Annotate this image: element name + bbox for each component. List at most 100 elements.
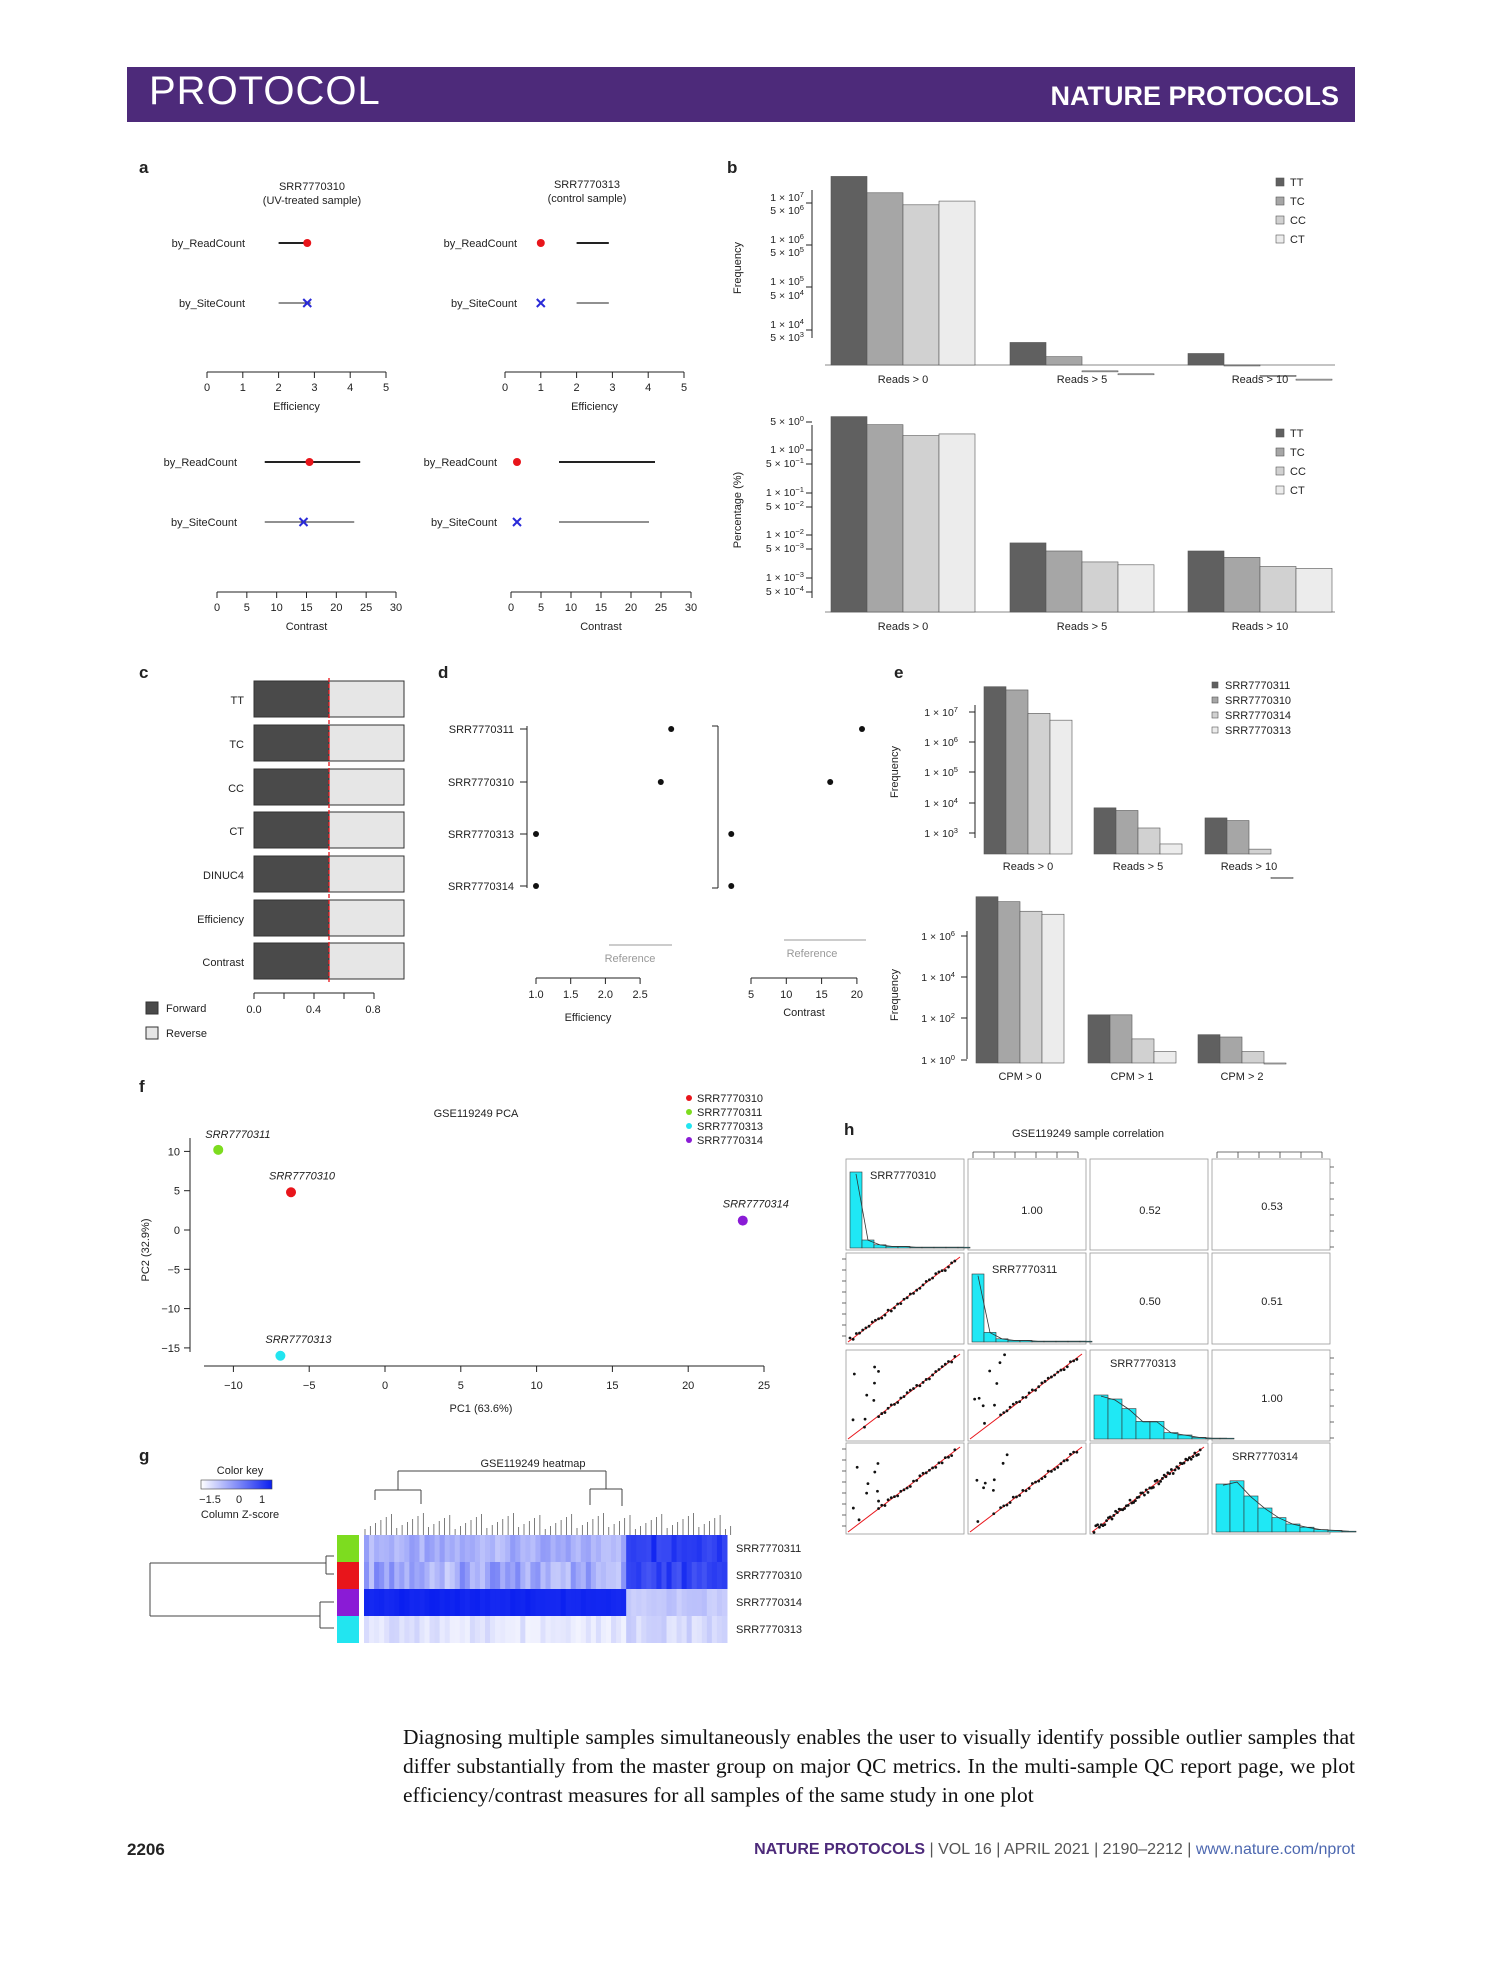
panel-f-y-tick-label: 10 xyxy=(168,1146,180,1158)
panel-e-bottom-tick-label: 1 × 104 xyxy=(921,970,955,984)
panel-a-eff-s2-tick-label: 2 xyxy=(574,382,580,394)
panel-g-heatmap-cell xyxy=(656,1589,662,1616)
panel-d-con-point-SRR7770313 xyxy=(728,831,735,837)
panel-h-scatter-point xyxy=(883,1504,887,1507)
panel-h-scatter-point xyxy=(993,1403,996,1407)
panel-h-scatter-point xyxy=(896,1494,900,1498)
panel-g-heatmap-cell xyxy=(459,1562,466,1589)
panel-h-scatter-point xyxy=(915,1384,919,1387)
panel-g-heatmap-cell xyxy=(606,1535,612,1562)
panel-e-letter: e xyxy=(894,663,903,682)
panel-e-top-group-label: Reads > 0 xyxy=(1003,861,1053,873)
panel-g-heatmap-cell xyxy=(716,1616,723,1643)
panel-h-scatter-point xyxy=(982,1486,985,1490)
panel-a-eff-s1-row-label-1: by_SiteCount xyxy=(179,298,245,310)
panel-g-heatmap-cell xyxy=(459,1589,466,1616)
panel-a-eff-s1-point-sitecount xyxy=(302,298,312,308)
footer-volume: | VOL 16 | APRIL 2021 | 2190–2212 | xyxy=(925,1841,1196,1858)
panel-g-heatmap-cell xyxy=(510,1562,516,1589)
panel-g-heatmap-cell xyxy=(414,1562,420,1589)
panel-h-scatter-point xyxy=(858,1331,861,1335)
panel-h-scatter-point xyxy=(1072,1359,1076,1363)
panel-f-legend-label-SRR7770314: SRR7770314 xyxy=(697,1135,763,1147)
panel-e-top-bar-SRR7770314-1 xyxy=(1137,827,1161,855)
panel-g-heatmap-cell xyxy=(701,1616,708,1643)
panel-g-heatmap-cell xyxy=(495,1562,501,1589)
panel-g-heatmap-cell xyxy=(394,1616,400,1643)
panel-g-heatmap-cell xyxy=(485,1535,491,1562)
panel-h-scatter-point xyxy=(999,1413,1002,1417)
panel-g-heatmap-cell xyxy=(414,1616,420,1643)
panel-g-letter: g xyxy=(139,1446,149,1465)
panel-b-legend-label-TT: TT xyxy=(1290,428,1304,440)
panel-g-heatmap-cell xyxy=(424,1562,431,1589)
panel-g-key-tick-label: 1 xyxy=(259,1494,265,1506)
panel-h-scatter-point xyxy=(889,1309,893,1313)
panel-b-legend-label-CC: CC xyxy=(1290,215,1306,227)
panel-h-scatter-point xyxy=(908,1388,912,1392)
panel-a-sample2-subtitle: (control sample) xyxy=(548,193,627,205)
panel-f-legend-dot-SRR7770313 xyxy=(686,1123,692,1129)
panel-f-x-label: PC1 (63.6%) xyxy=(450,1403,513,1415)
panel-h-scatter-point xyxy=(928,1377,931,1381)
panel-b-bottom-tick-label: 5 × 10−2 xyxy=(766,499,804,513)
panel-g-heatmap-cell xyxy=(535,1589,541,1616)
panel-g-key-label: Column Z-score xyxy=(201,1509,279,1521)
panel-h-scatter-point xyxy=(1182,1461,1186,1465)
panel-h-scatter-point xyxy=(1040,1477,1044,1481)
panel-d-con-point-SRR7770314 xyxy=(728,883,735,889)
panel-g-heatmap-cell xyxy=(505,1589,511,1616)
panel-e-top-tick-label: 1 × 104 xyxy=(924,796,958,810)
panel-g-row-label-SRR7770310: SRR7770310 xyxy=(736,1570,802,1582)
panel-h-cell-0-1 xyxy=(967,1158,1087,1251)
footer-citation: NATURE PROTOCOLS | VOL 16 | APRIL 2021 |… xyxy=(754,1841,1355,1859)
panel-g-heatmap-cell xyxy=(454,1589,461,1616)
panel-g-heatmap-cell xyxy=(444,1616,451,1643)
panel-g-heatmap-cell xyxy=(485,1589,491,1616)
footer-url[interactable]: www.nature.com/nprot xyxy=(1195,1841,1355,1858)
panel-g-heatmap-cell xyxy=(555,1562,562,1589)
panel-a-con-s1-tick-label: 5 xyxy=(244,602,250,614)
panel-g-heatmap-cell xyxy=(510,1535,516,1562)
panel-c-row-label-1: TC xyxy=(229,739,244,751)
panel-d-sample-label-3: SRR7770314 xyxy=(448,881,514,893)
panel-g-heatmap-cell xyxy=(676,1616,683,1643)
panel-g-heatmap-cell xyxy=(631,1535,637,1562)
panel-g-heatmap-cell xyxy=(545,1589,552,1616)
panel-b-bottom-bar-CT-2 xyxy=(1295,568,1333,613)
panel-h-scatter-point xyxy=(937,1270,941,1274)
panel-a-con-s2-tick-label: 30 xyxy=(685,602,697,614)
panel-g-heatmap-cell xyxy=(434,1589,441,1616)
panel-g-heatmap-cell xyxy=(560,1589,567,1616)
panel-g-heatmap-cell xyxy=(590,1589,597,1616)
panel-h-scatter-point xyxy=(1037,1385,1041,1389)
panel-g-heatmap-cell xyxy=(454,1616,461,1643)
panel-c-bar-reverse-TC xyxy=(328,724,405,762)
panel-e-bottom-bar-SRR7770311-2 xyxy=(1197,1034,1221,1064)
panel-g-heatmap-cell xyxy=(394,1535,400,1562)
panel-g-heatmap-cell xyxy=(631,1589,637,1616)
panel-g-heatmap-cell xyxy=(590,1562,597,1589)
panel-h-scatter-point xyxy=(864,1326,868,1330)
panel-g-heatmap-cell xyxy=(444,1589,451,1616)
panel-g-heatmap-cell xyxy=(449,1589,456,1616)
panel-h-hist-bar-SRR7770310 xyxy=(849,1171,863,1249)
panel-g-heatmap-cell xyxy=(525,1562,531,1589)
panel-h-cell-0-0 xyxy=(845,1158,965,1251)
panel-b-bottom-tick-label: 1 × 10−1 xyxy=(766,485,804,499)
panel-d-eff-point-SRR7770311 xyxy=(668,726,675,732)
panel-c-bar-forward-CC xyxy=(253,768,330,806)
panel-g-heatmap-cell xyxy=(646,1535,652,1562)
panel-h-scatter-point xyxy=(1043,1475,1047,1479)
panel-f-point-label-SRR7770310: SRR7770310 xyxy=(269,1170,336,1182)
panel-g-heatmap-cell xyxy=(464,1535,471,1562)
panel-h-scatter-point xyxy=(1161,1477,1164,1480)
panel-h-scatter-point xyxy=(1170,1468,1173,1471)
panel-g-heatmap-cell xyxy=(530,1616,536,1643)
panel-g-heatmap-cell xyxy=(570,1562,577,1589)
panel-g-row-color-SRR7770314 xyxy=(337,1589,359,1616)
panel-d-con-x-label: Contrast xyxy=(783,1007,825,1019)
panel-e-bottom-bar-SRR7770314-2 xyxy=(1241,1051,1265,1064)
panel-h-correlation-r2c3: 0.50 xyxy=(1139,1296,1160,1308)
panel-g-heatmap-cell xyxy=(424,1589,431,1616)
